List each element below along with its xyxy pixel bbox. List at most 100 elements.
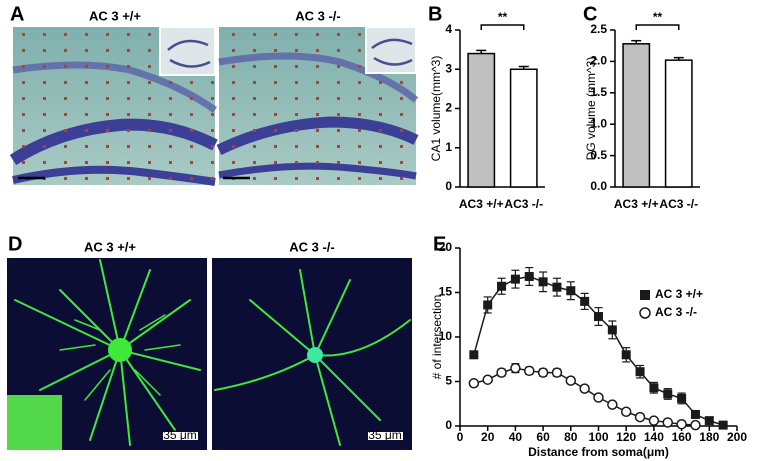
x-tick-label: 0 xyxy=(457,430,464,444)
marker xyxy=(594,312,603,322)
y-tick-label: 0 xyxy=(445,418,452,432)
marker xyxy=(718,420,728,430)
marker xyxy=(621,350,631,360)
y-tick-label: 20 xyxy=(439,240,453,254)
y-tick-label: 0.0 xyxy=(590,179,607,193)
marker xyxy=(469,350,479,360)
panel-letter: D xyxy=(8,233,22,255)
marker xyxy=(565,375,577,386)
y-tick-label: 0 xyxy=(445,179,452,193)
panel-letter: E xyxy=(433,233,446,255)
y-tick-label: 1.0 xyxy=(590,116,607,130)
x-tick-label: 200 xyxy=(727,430,747,444)
y-tick-label: 1.5 xyxy=(590,85,607,99)
image-title: AC 3 +/+ xyxy=(84,239,136,254)
y-tick-label: 2 xyxy=(445,101,452,115)
x-tick-label: 20 xyxy=(481,430,495,444)
marker xyxy=(635,367,645,377)
marker xyxy=(607,399,618,410)
y-tick-label: 1 xyxy=(445,140,452,154)
marker xyxy=(690,419,701,431)
panel-letter: C xyxy=(583,3,597,25)
x-tick-label: 100 xyxy=(588,430,608,444)
bar xyxy=(664,59,693,188)
panel-letter: B xyxy=(428,3,442,25)
series-line xyxy=(473,367,696,426)
micrograph xyxy=(9,26,218,186)
x-tick-label: 180 xyxy=(699,430,719,444)
significance-bracket xyxy=(635,24,680,30)
marker xyxy=(704,416,714,426)
image-title: AC 3 -/- xyxy=(295,8,341,23)
image-title: AC 3 +/+ xyxy=(89,8,141,23)
marker xyxy=(607,325,617,335)
marker xyxy=(620,406,632,418)
y-tick-label: 10 xyxy=(439,329,453,343)
y-axis-label: # of intersection xyxy=(430,295,444,380)
marker xyxy=(496,367,507,378)
panel-letter: A xyxy=(10,3,24,25)
x-tick-label: 160 xyxy=(672,430,692,444)
legend-marker xyxy=(640,290,650,300)
marker xyxy=(648,415,660,426)
fluorescence-image: 35 μm xyxy=(212,258,412,450)
x-tick-label: AC3 -/- xyxy=(659,197,698,211)
marker xyxy=(537,367,549,378)
significance-label: ** xyxy=(498,10,508,24)
x-tick-label: 80 xyxy=(564,430,578,444)
significance-label: ** xyxy=(653,10,663,24)
marker xyxy=(482,374,493,385)
y-axis-label: CA1 volume(mm^3) xyxy=(429,56,443,162)
legend-label: AC 3 +/+ xyxy=(655,287,703,301)
marker xyxy=(538,277,548,287)
marker xyxy=(551,367,563,378)
marker xyxy=(510,362,521,374)
x-tick-label: AC3 +/+ xyxy=(459,197,504,211)
y-tick-label: 5 xyxy=(445,374,452,388)
x-tick-label: 40 xyxy=(509,430,523,444)
marker xyxy=(524,271,534,281)
x-tick-label: AC3 +/+ xyxy=(614,197,659,211)
marker xyxy=(677,393,687,403)
x-tick-label: AC3 -/- xyxy=(504,197,543,211)
marker xyxy=(690,409,700,419)
y-tick-label: 15 xyxy=(439,285,453,299)
bar xyxy=(467,52,496,188)
marker xyxy=(593,392,604,403)
marker xyxy=(634,411,646,423)
marker xyxy=(483,300,493,310)
fluorescence-image: 35 μm xyxy=(7,258,207,450)
marker xyxy=(497,281,507,291)
significance-bracket xyxy=(480,24,525,30)
micrograph xyxy=(216,26,419,185)
scale-label: 35 μm xyxy=(368,428,402,442)
y-tick-label: 3 xyxy=(445,61,452,75)
legend-marker xyxy=(639,307,651,319)
marker xyxy=(676,418,687,430)
x-axis-label: Distance from soma(μm) xyxy=(528,445,669,459)
y-tick-label: 2.0 xyxy=(590,54,607,68)
marker xyxy=(579,383,590,394)
y-tick-label: 4 xyxy=(445,22,452,36)
marker xyxy=(524,365,535,377)
y-tick-label: 0.5 xyxy=(590,148,607,162)
y-tick-label: 2.5 xyxy=(590,22,607,36)
marker xyxy=(663,389,673,399)
marker xyxy=(580,296,590,306)
marker xyxy=(552,282,562,292)
x-tick-label: 140 xyxy=(644,430,664,444)
bar xyxy=(509,68,538,188)
image-title: AC 3 -/- xyxy=(289,239,335,254)
marker xyxy=(662,417,673,428)
marker xyxy=(510,274,520,284)
scale-label: 35 μm xyxy=(163,428,197,442)
x-tick-label: 60 xyxy=(536,430,550,444)
legend-label: AC 3 -/- xyxy=(655,305,697,319)
marker xyxy=(566,286,576,296)
x-tick-label: 120 xyxy=(616,430,636,444)
marker xyxy=(468,378,480,389)
bar xyxy=(622,43,651,188)
marker xyxy=(649,383,659,393)
y-axis-label: DG volume (mm^3) xyxy=(584,57,598,161)
